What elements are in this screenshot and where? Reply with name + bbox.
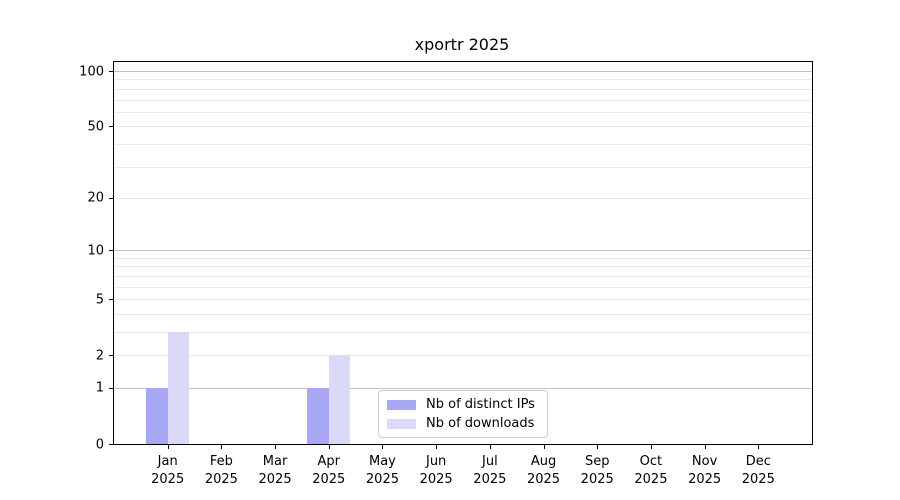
y-axis-tick <box>109 299 113 301</box>
x-axis-tick <box>704 445 706 449</box>
x-axis-tick <box>489 445 491 449</box>
minor-gridline <box>114 166 812 168</box>
y-tick-label: 50 <box>87 119 104 135</box>
minor-gridline <box>114 331 812 333</box>
minor-gridline <box>114 88 812 90</box>
y-axis-tick <box>109 250 113 252</box>
minor-gridline <box>114 257 812 259</box>
x-axis-tick <box>221 445 223 449</box>
x-tick-label: Dec 2025 <box>741 454 775 487</box>
x-axis-tick <box>382 445 384 449</box>
legend-item-downloads: Nb of downloads <box>387 416 535 431</box>
minor-gridline <box>114 197 812 199</box>
minor-gridline <box>114 286 812 288</box>
minor-gridline <box>114 275 812 277</box>
major-gridline <box>114 387 812 389</box>
x-tick-label: Mar 2025 <box>258 454 292 487</box>
minor-gridline <box>114 79 812 81</box>
x-tick-label: Feb 2025 <box>204 454 238 487</box>
y-axis-tick <box>109 355 113 357</box>
x-tick-label: Jun 2025 <box>419 454 453 487</box>
plot-area: 0 1 2 5 10 20 50 100 Jan 2025 Feb 2025 Mar 2025 Apr… <box>79 61 813 487</box>
legend-swatch-downloads <box>387 418 416 429</box>
minor-gridline <box>114 126 812 128</box>
y-axis-tick <box>109 387 113 389</box>
y-tick-label: 20 <box>87 190 104 206</box>
minor-gridline <box>114 99 812 101</box>
x-tick-label: Oct 2025 <box>634 454 668 487</box>
x-axis-tick <box>328 445 330 449</box>
x-tick-label: Sep 2025 <box>580 454 614 487</box>
x-axis-tick <box>167 445 169 449</box>
minor-gridline <box>114 299 812 301</box>
y-tick-label: 1 <box>95 380 104 396</box>
y-tick-label: 5 <box>95 292 104 308</box>
legend: Nb of distinct IPs Nb of downloads <box>378 390 548 438</box>
y-tick-label: 100 <box>79 64 104 80</box>
bar-downloads-jan <box>167 331 190 444</box>
legend-swatch-distinct-ips <box>387 399 416 410</box>
bar-distinct-ips-jan <box>146 387 168 444</box>
x-axis-tick <box>275 445 277 449</box>
bar-distinct-ips-apr <box>307 387 329 444</box>
x-axis-tick <box>436 445 438 449</box>
y-tick-label: 2 <box>95 348 104 364</box>
chart-title: xportr 2025 <box>414 35 510 54</box>
y-axis-tick <box>109 71 113 73</box>
major-gridline <box>114 250 812 252</box>
y-tick-label: 10 <box>87 243 104 259</box>
minor-gridline <box>114 143 812 145</box>
x-tick-label: May 2025 <box>365 454 399 487</box>
minor-gridline <box>114 111 812 113</box>
legend-label-downloads: Nb of downloads <box>426 416 535 431</box>
x-axis-tick <box>758 445 760 449</box>
y-axis-tick <box>109 444 113 445</box>
y-axis-tick <box>109 197 113 199</box>
x-axis-tick <box>650 445 652 449</box>
x-tick-label: Jul 2025 <box>473 454 507 487</box>
x-tick-label: Nov 2025 <box>688 454 722 487</box>
minor-gridline <box>114 266 812 268</box>
legend-item-distinct-ips: Nb of distinct IPs <box>387 397 535 412</box>
legend-label-distinct-ips: Nb of distinct IPs <box>426 397 535 412</box>
x-tick-label: Aug 2025 <box>526 454 561 487</box>
x-tick-label: Apr 2025 <box>312 454 346 487</box>
x-tick-label: Jan 2025 <box>151 454 185 487</box>
x-axis-tick <box>543 445 545 449</box>
y-axis-tick <box>109 126 113 128</box>
minor-gridline <box>114 355 812 357</box>
x-axis-tick <box>597 445 599 449</box>
y-tick-label: 0 <box>95 437 104 452</box>
major-gridline <box>114 71 812 73</box>
bar-downloads-apr <box>328 355 351 444</box>
minor-gridline <box>114 313 812 315</box>
